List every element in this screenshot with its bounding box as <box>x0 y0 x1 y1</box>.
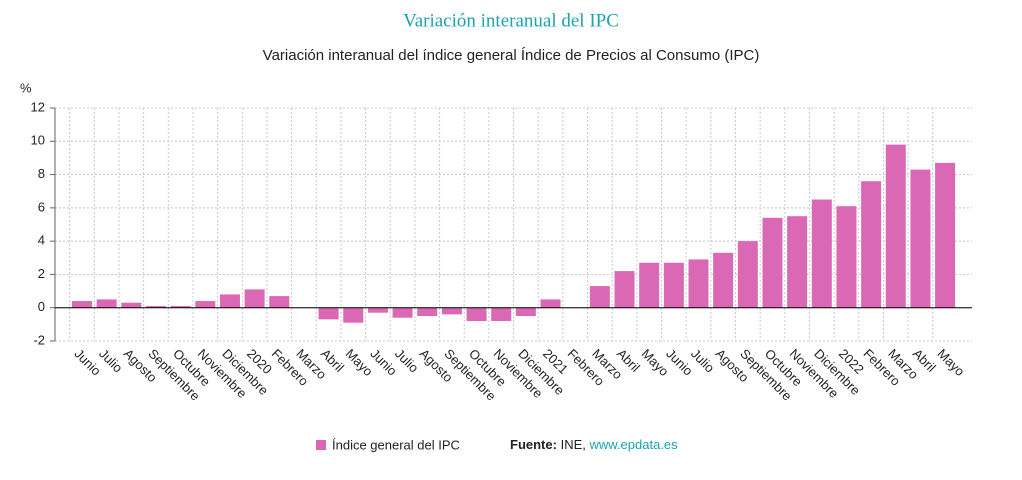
y-axis-label: % <box>20 80 32 95</box>
chart-subtitle: Variación interanual del índice general … <box>263 47 760 64</box>
bar <box>491 307 512 322</box>
source-link[interactable]: www.epdata.es <box>589 437 679 452</box>
y-tick-label: 12 <box>31 99 45 114</box>
bar <box>466 307 487 322</box>
bar <box>367 307 388 313</box>
y-tick-label: 6 <box>38 199 45 214</box>
bar <box>195 301 216 308</box>
bar <box>762 217 783 308</box>
bar <box>589 286 610 308</box>
x-tick-label: Junio <box>71 346 104 379</box>
y-tick-label: -2 <box>33 332 45 347</box>
bar <box>145 306 166 308</box>
bar <box>515 307 536 317</box>
bar <box>343 307 364 323</box>
x-tick-label: Mayo <box>639 346 672 379</box>
bar <box>121 302 142 308</box>
bar <box>737 241 758 308</box>
x-tick-label: Mayo <box>935 346 968 379</box>
x-tick-label: Junio <box>367 346 400 379</box>
x-tick-label: Mayo <box>343 346 376 379</box>
y-tick-label: 8 <box>38 166 45 181</box>
y-tick-label: 10 <box>31 133 45 148</box>
bar <box>713 252 734 308</box>
bar <box>441 307 462 315</box>
bar <box>910 169 931 308</box>
bar <box>885 144 906 308</box>
source-label: Fuente: <box>510 437 557 452</box>
bar <box>219 294 240 308</box>
y-tick-label: 4 <box>38 233 45 248</box>
bar <box>688 259 709 308</box>
bar <box>639 262 660 308</box>
bar <box>614 271 635 308</box>
bar <box>392 307 413 318</box>
source-text: INE, <box>561 437 586 452</box>
bar <box>540 299 561 308</box>
legend-label: Índice general del IPC <box>332 437 460 452</box>
bar <box>787 216 808 308</box>
bar <box>318 307 339 320</box>
x-tick-label: Junio <box>663 346 696 379</box>
bar <box>170 306 191 308</box>
y-tick-label: 2 <box>38 266 45 281</box>
bar <box>663 262 684 308</box>
bar <box>269 296 290 308</box>
legend-swatch <box>316 440 326 450</box>
chart-title: Variación interanual del IPC <box>403 10 619 31</box>
bar <box>96 299 117 308</box>
bar <box>811 199 832 308</box>
bar <box>72 301 92 308</box>
source: Fuente: INE, www.epdata.es <box>510 437 678 452</box>
bar <box>244 289 265 308</box>
bar <box>861 181 882 308</box>
y-tick-label: 0 <box>38 299 45 314</box>
bar <box>836 206 857 308</box>
bar <box>935 162 956 308</box>
bar <box>417 307 438 317</box>
